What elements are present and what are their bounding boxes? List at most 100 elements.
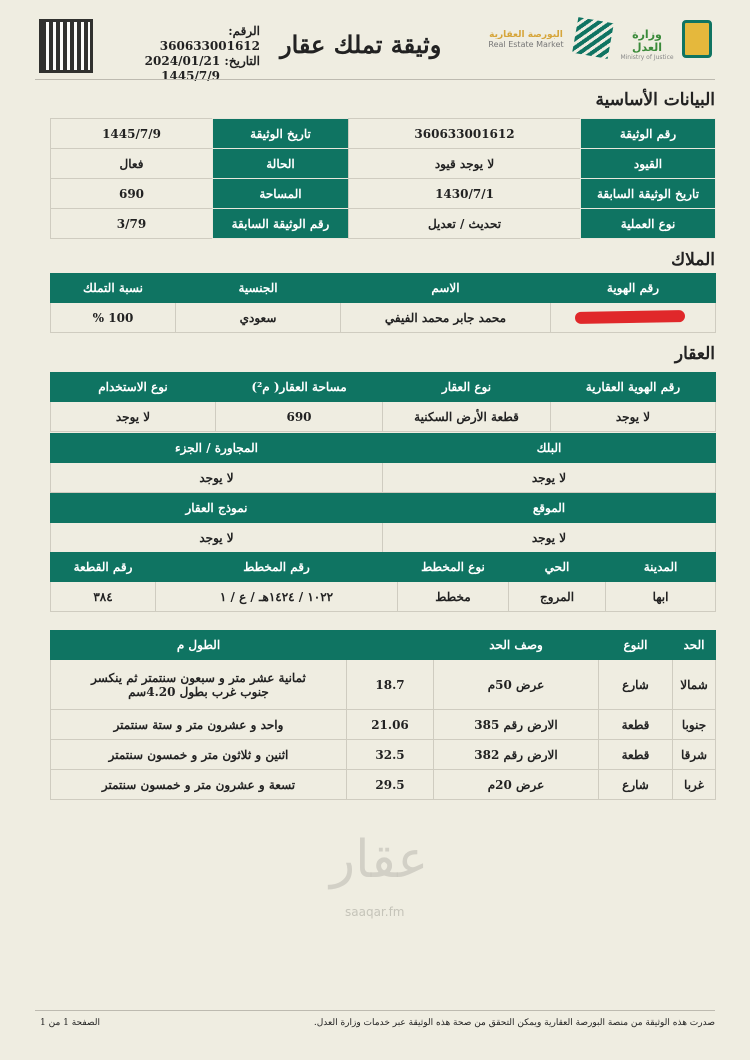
col-nationality: الجنسية <box>175 273 341 303</box>
owner-nationality: سعودي <box>175 302 341 333</box>
col-type: النوع <box>598 630 673 660</box>
col-property-id: رقم الهوية العقارية <box>550 372 716 402</box>
col-share: نسبة التملك <box>50 273 176 303</box>
boundary-type: شارع <box>598 659 673 710</box>
watermark: عقار <box>330 830 429 890</box>
doc-meta: الرقم: 360633001612 التاريخ: 2024/01/21 … <box>140 24 260 84</box>
page-title: وثيقة تملك عقار <box>280 30 442 59</box>
col-name: الاسم <box>340 273 551 303</box>
value-doc-date: 1445/7/9 <box>50 118 213 149</box>
col-id: رقم الهوية <box>550 273 716 303</box>
date-label: التاريخ: <box>224 54 260 68</box>
table-row: نوع العملية تحديث / تعديل رقم الوثيقة السا… <box>50 208 716 239</box>
doc-number: 360633001612 <box>159 39 260 53</box>
value-property-id: لا يوجد <box>550 401 716 432</box>
boundary-description: عرض 20م <box>433 769 599 800</box>
table-row: لا يوجد لا يوجد <box>50 462 716 493</box>
footer-divider <box>35 1010 715 1011</box>
value-doc-number: 360633001612 <box>348 118 581 149</box>
property-table-2: البلك المجاورة / الجزء لا يوجد لا يوجد <box>50 433 716 493</box>
redaction-mark <box>574 310 686 324</box>
boundary-length-words: تسعة و عشرون متر و خمسون سنتمتر <box>50 769 347 800</box>
ministry-logo: وزارة العدل Ministry of Justice <box>620 28 674 61</box>
value-plot-number: ٣٨٤ <box>50 581 156 612</box>
table-header: رقم الهوية العقارية نوع العقار مساحة العقا… <box>50 372 716 402</box>
label-operation: نوع العملية <box>580 208 716 239</box>
boundary-type: قطعة <box>598 709 673 740</box>
value-plan-type: مخطط <box>397 581 509 612</box>
boundary-length-words: واحد و عشرون متر و ستة سنتمتر <box>50 709 347 740</box>
ministry-emblem-icon <box>682 20 712 58</box>
table-row: جنوبا قطعة الارض رقم 385 21.06 واحد و عشرون … <box>50 709 716 740</box>
label-restrictions: القيود <box>580 148 716 179</box>
table-header: البلك المجاورة / الجزء <box>50 433 716 463</box>
header-divider <box>35 79 715 80</box>
col-property-model: نموذج العقار <box>50 493 383 523</box>
owners-table: رقم الهوية الاسم الجنسية نسبة التملك محمد ج… <box>50 273 716 333</box>
value-usage: لا يوجد <box>50 401 216 432</box>
real-estate-market-logo: البورصة العقارية Real Estate Market <box>488 30 564 49</box>
value-city: ابها <box>605 581 716 612</box>
property-heading: العقار <box>674 344 715 364</box>
boundary-type: شارع <box>598 769 673 800</box>
boundary-direction: غربا <box>672 769 716 800</box>
qr-code <box>39 19 93 73</box>
doc-date: 2024/01/21 <box>144 54 221 68</box>
boundary-length: 32.5 <box>346 739 434 770</box>
value-neighbor-part: لا يوجد <box>50 462 383 493</box>
boundaries-table: الحد النوع وصف الحد الطول م شمالا شارع عرض 50… <box>50 630 716 800</box>
value-prev-doc-number: 3/79 <box>50 208 213 239</box>
boundary-direction: شمالا <box>672 659 716 710</box>
value-district: المروج <box>508 581 606 612</box>
value-property-model: لا يوجد <box>50 522 383 553</box>
boundary-description: الارض رقم 385 <box>433 709 599 740</box>
page-number: الصفحة 1 من 1 <box>40 1018 100 1028</box>
table-row: شمالا شارع عرض 50م 18.7 ثمانية عشر متر و سبع… <box>50 659 716 710</box>
col-block: البلك <box>382 433 716 463</box>
table-header: الموقع نموذج العقار <box>50 493 716 523</box>
value-property-type: قطعة الأرض السكنية <box>382 401 551 432</box>
col-plan-number: رقم المخطط <box>155 552 398 582</box>
value-location: لا يوجد <box>382 522 716 553</box>
value-status: فعال <box>50 148 213 179</box>
table-row: ابها المروج مخطط ١٠٢٢ / ١٤٢٤هـ / ع / ١ ٣٨٤ <box>50 581 716 612</box>
boundary-type: قطعة <box>598 739 673 770</box>
label-doc-number: رقم الوثيقة <box>580 118 716 149</box>
col-district: الحي <box>508 552 606 582</box>
col-property-area: مساحة العقار( م²) <box>215 372 383 402</box>
market-emblem-icon <box>572 17 614 59</box>
table-row: تاريخ الوثيقة السابقة 1430/7/1 المساحة 690 <box>50 178 716 209</box>
table-row: لا يوجد لا يوجد <box>50 522 716 553</box>
owner-share: 100 % <box>50 302 176 333</box>
table-row: لا يوجد قطعة الأرض السكنية 690 لا يوجد <box>50 401 716 432</box>
col-boundary: الحد <box>672 630 716 660</box>
table-header: المدينة الحي نوع المخطط رقم المخطط رقم القطع… <box>50 552 716 582</box>
boundary-length-words: ثمانية عشر متر و سبعون سنتمتر ثم ينكسر ج… <box>50 659 347 710</box>
value-plan-number: ١٠٢٢ / ١٤٢٤هـ / ع / ١ <box>155 581 398 612</box>
boundary-length: 29.5 <box>346 769 434 800</box>
table-row: القيود لا يوجد قيود الحالة فعال <box>50 148 716 179</box>
col-plan-type: نوع المخطط <box>397 552 509 582</box>
table-header: رقم الهوية الاسم الجنسية نسبة التملك <box>50 273 716 303</box>
hijri-date: 1445/7/9 <box>161 69 220 83</box>
col-usage: نوع الاستخدام <box>50 372 216 402</box>
boundary-length: 21.06 <box>346 709 434 740</box>
col-length-number <box>346 630 434 660</box>
value-restrictions: لا يوجد قيود <box>348 148 581 179</box>
label-prev-doc-number: رقم الوثيقة السابقة <box>212 208 349 239</box>
basic-table: رقم الوثيقة 360633001612 تاريخ الوثيقة 1445… <box>50 118 716 239</box>
value-operation: تحديث / تعديل <box>348 208 581 239</box>
boundary-description: الارض رقم 382 <box>433 739 599 770</box>
col-property-type: نوع العقار <box>382 372 551 402</box>
boundary-description: عرض 50م <box>433 659 599 710</box>
property-table-3: الموقع نموذج العقار لا يوجد لا يوجد <box>50 493 716 553</box>
boundary-direction: شرقا <box>672 739 716 770</box>
table-row: شرقا قطعة الارض رقم 382 32.5 اثنين و ثلاثون … <box>50 739 716 770</box>
boundary-length: 18.7 <box>346 659 434 710</box>
table-row: رقم الوثيقة 360633001612 تاريخ الوثيقة 1445… <box>50 118 716 149</box>
col-length: الطول م <box>50 630 347 660</box>
col-location: الموقع <box>382 493 716 523</box>
number-label: الرقم: <box>228 24 260 38</box>
value-prev-doc-date: 1430/7/1 <box>348 178 581 209</box>
col-plot-number: رقم القطعة <box>50 552 156 582</box>
